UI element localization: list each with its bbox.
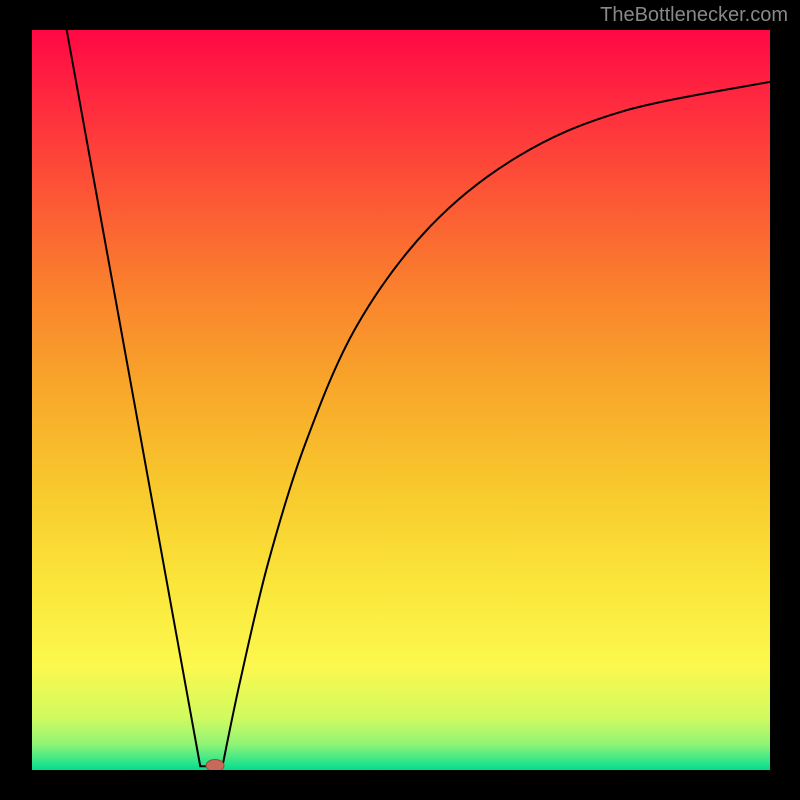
watermark-text: TheBottlenecker.com [600,4,788,27]
plot-area [32,30,770,770]
optimum-marker [206,760,224,770]
chart-svg [32,30,770,770]
gradient-background [32,30,770,770]
chart-container: TheBottlenecker.com [0,0,800,800]
